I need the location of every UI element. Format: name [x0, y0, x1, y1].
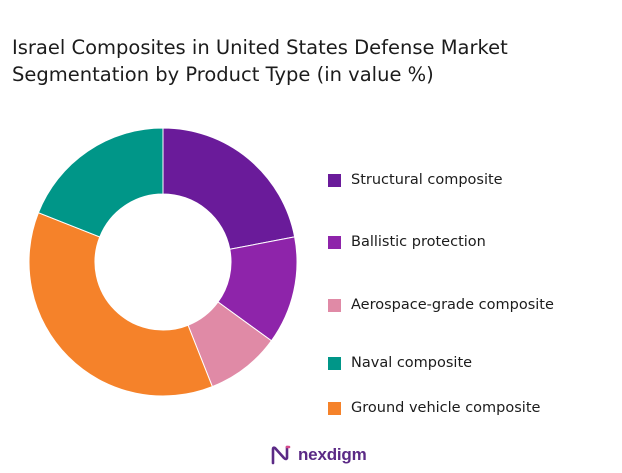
- legend-label-ground-vehicle: Ground vehicle composite: [351, 400, 541, 416]
- legend-label-structural: Structural composite: [351, 172, 503, 188]
- legend-swatch-ballistic: [328, 235, 341, 249]
- legend-item-aerospace: Aerospace-grade composite: [328, 295, 554, 315]
- legend-swatch-aerospace: [328, 298, 341, 312]
- legend-item-structural: Structural composite: [328, 170, 503, 190]
- legend-label-ballistic: Ballistic protection: [351, 234, 486, 250]
- nexdigm-logo-icon: [271, 445, 291, 465]
- brand-logo: nexdigm: [270, 444, 367, 466]
- legend-item-ballistic: Ballistic protection: [328, 232, 486, 252]
- legend-label-aerospace: Aerospace-grade composite: [351, 297, 554, 313]
- donut-slice-ground-vehicle-composite: [28, 212, 213, 397]
- legend-label-naval: Naval composite: [351, 355, 473, 371]
- legend-item-ground-vehicle: Ground vehicle composite: [328, 398, 540, 418]
- legend-item-naval: Naval composite: [328, 353, 472, 373]
- chart-title: Israel Composites in United States Defen…: [12, 34, 612, 88]
- chart-title-line-2: Segmentation by Product Type (in value %…: [12, 63, 434, 86]
- legend-swatch-structural: [328, 173, 341, 187]
- legend-swatch-ground-vehicle: [328, 401, 341, 415]
- chart-title-line-1: Israel Composites in United States Defen…: [12, 36, 508, 59]
- legend-swatch-naval: [328, 356, 341, 370]
- donut-slice-structural-composite: [162, 127, 296, 250]
- brand-name: nexdigm: [298, 445, 367, 464]
- donut-slice-naval-composite: [37, 127, 164, 238]
